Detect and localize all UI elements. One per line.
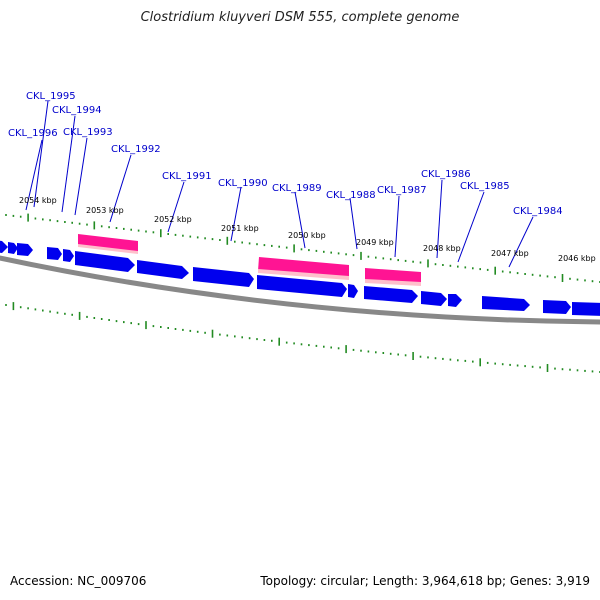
gene-label[interactable]: CKL_1989 <box>272 183 322 194</box>
cds-feature <box>572 302 600 316</box>
scale-label: 2054 kbp <box>19 196 57 205</box>
scale-label: 2046 kbp <box>558 254 596 263</box>
scale-label: 2047 kbp <box>491 249 529 258</box>
scale-label: 2052 kbp <box>154 215 192 224</box>
gene-label[interactable]: CKL_1993 <box>63 127 113 138</box>
cds-feature <box>193 267 254 287</box>
cds-feature <box>8 242 18 254</box>
cds-feature <box>0 240 8 253</box>
scale-labels: 2054 kbp 2053 kbp 2052 kbp 2051 kbp 2050… <box>19 196 596 263</box>
gene-label[interactable]: CKL_1992 <box>111 144 161 155</box>
gene-label[interactable]: CKL_1991 <box>162 171 212 182</box>
gene-label[interactable]: CKL_1984 <box>513 206 563 217</box>
cds-feature <box>75 251 135 272</box>
gene-label[interactable]: CKL_1987 <box>377 185 427 196</box>
scale-label: 2048 kbp <box>423 244 461 253</box>
cds-feature <box>448 294 462 307</box>
gene-label[interactable]: CKL_1986 <box>421 169 471 180</box>
gene-label[interactable]: CKL_1988 <box>326 190 376 201</box>
cds-feature <box>137 260 189 279</box>
gene-label[interactable]: CKL_1994 <box>52 105 102 116</box>
gene-label[interactable]: CKL_1990 <box>218 178 268 189</box>
gene-label[interactable]: CKL_1995 <box>26 91 76 102</box>
cds-feature <box>63 249 74 262</box>
cds-feature <box>17 243 33 256</box>
cds-feature <box>348 284 358 298</box>
scale-label: 2051 kbp <box>221 224 259 233</box>
scale-label: 2049 kbp <box>356 238 394 247</box>
accession-text: Accession: NC_009706 <box>10 574 146 588</box>
cds-feature <box>482 296 530 311</box>
genome-map: CKL_1995 CKL_1994 CKL_1996 CKL_1993 CKL_… <box>0 0 600 600</box>
gene-label[interactable]: CKL_1996 <box>8 128 58 139</box>
scale-label: 2050 kbp <box>288 231 326 240</box>
scale-label: 2053 kbp <box>86 206 124 215</box>
gene-labels: CKL_1995 CKL_1994 CKL_1996 CKL_1993 CKL_… <box>8 91 563 217</box>
genome-summary-text: Topology: circular; Length: 3,964,618 bp… <box>260 574 590 588</box>
cds-feature <box>543 300 571 314</box>
cds-feature <box>364 286 418 303</box>
cds-feature <box>47 247 62 260</box>
cds-feature <box>421 291 447 306</box>
scale-ticks-inner <box>6 302 600 373</box>
gene-label[interactable]: CKL_1985 <box>460 181 510 192</box>
